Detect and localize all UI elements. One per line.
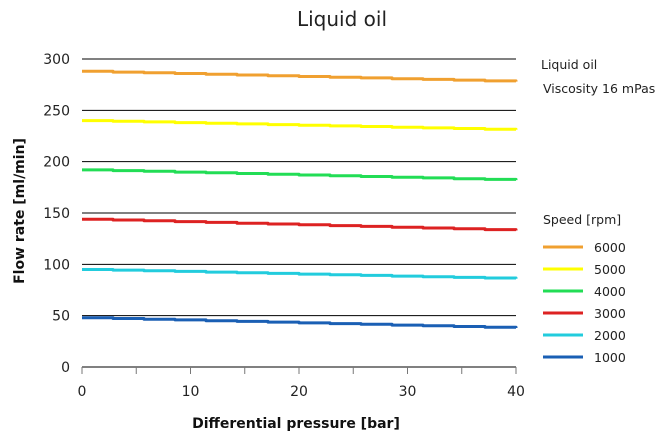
y-tick-labels: 0 50 100 150 200 250 300 [43, 52, 70, 376]
gridlines [82, 58, 516, 317]
note-viscosity: Viscosity 16 mPas [543, 81, 655, 96]
y-tick-label: 300 [43, 52, 70, 68]
legend: 6000 5000 4000 3000 2000 1000 [543, 240, 626, 365]
x-tick-label: 30 [399, 384, 417, 400]
x-tick-label: 20 [290, 384, 308, 400]
chart-title: Liquid oil [297, 7, 387, 31]
series-line-4000 [82, 168, 518, 181]
legend-label-5000: 5000 [594, 262, 626, 277]
x-tick-label: 10 [182, 384, 200, 400]
series-line-6000 [82, 69, 518, 83]
legend-title: Speed [rpm] [543, 212, 621, 227]
y-tick-label: 50 [52, 309, 70, 325]
x-tick-labels: 0 10 20 30 40 [78, 367, 525, 400]
series-line-3000 [82, 217, 518, 232]
y-tick-label: 0 [61, 360, 70, 376]
x-tick-label: 40 [507, 384, 525, 400]
series-lines [82, 69, 518, 329]
y-tick-label: 250 [43, 103, 70, 119]
y-tick-label: 150 [43, 206, 70, 222]
legend-label-2000: 2000 [594, 328, 626, 343]
y-axis-label: Flow rate [ml/min] [12, 138, 28, 284]
series-line-2000 [82, 268, 518, 280]
y-tick-label: 100 [43, 257, 70, 273]
series-line-5000 [82, 119, 518, 131]
y-tick-label: 200 [43, 155, 70, 171]
legend-label-6000: 6000 [594, 240, 626, 255]
x-tick-label: 0 [78, 384, 87, 400]
note-liquid-oil: Liquid oil [541, 57, 597, 72]
x-axis-label: Differential pressure [bar] [192, 416, 400, 432]
legend-label-1000: 1000 [594, 350, 626, 365]
legend-label-3000: 3000 [594, 306, 626, 321]
legend-label-4000: 4000 [594, 284, 626, 299]
series-line-1000 [82, 316, 518, 329]
